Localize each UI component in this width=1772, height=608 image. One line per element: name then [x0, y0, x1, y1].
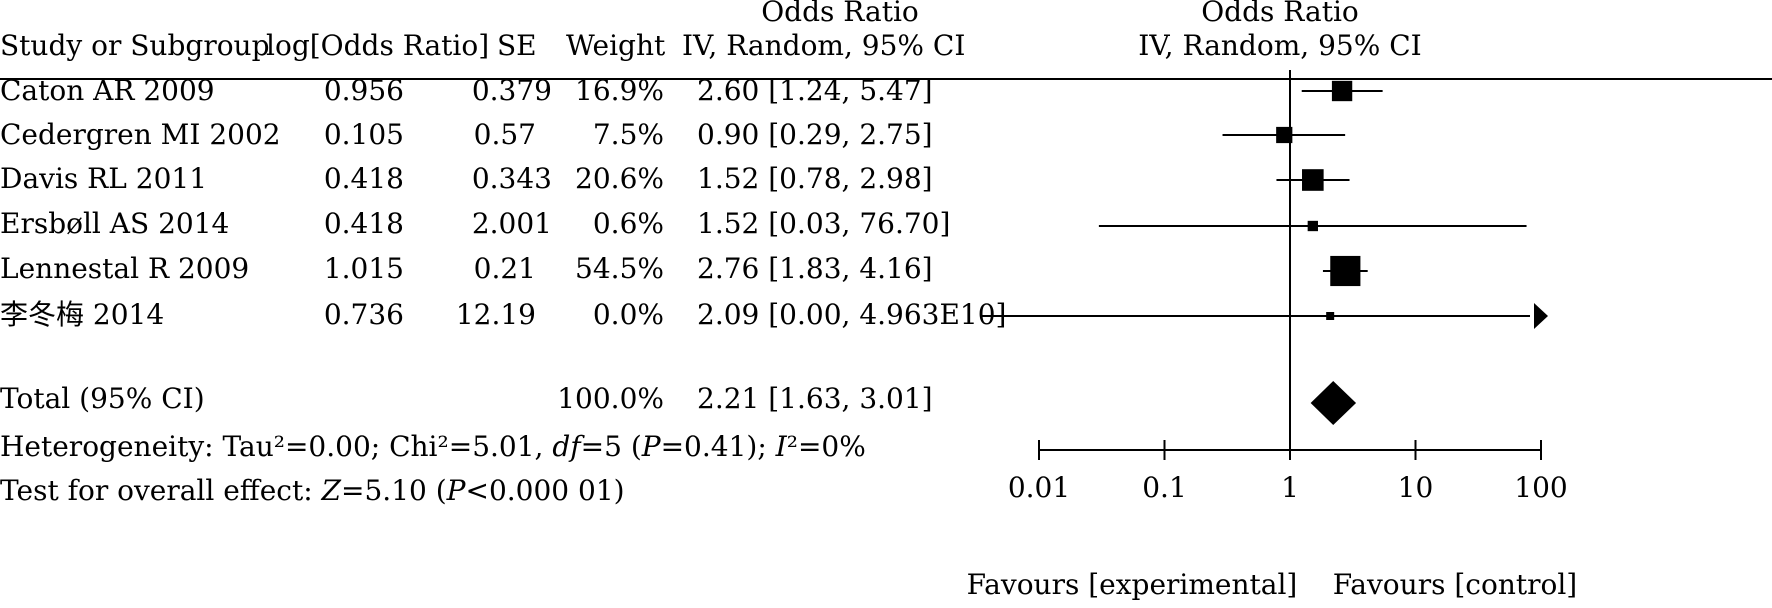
study-name: 李冬梅 2014 — [0, 298, 165, 331]
study-ci: 0.90 [0.29, 2.75] — [697, 118, 933, 151]
x-tick-label: 0.01 — [1008, 471, 1070, 504]
point-estimate — [1307, 220, 1318, 232]
study-weight: 54.5% — [575, 252, 664, 285]
study-name: Cedergren MI 2002 — [0, 118, 281, 151]
header-se: SE — [497, 29, 537, 62]
pooled-effect-diamond — [1310, 381, 1357, 425]
study-name: Ersbøll AS 2014 — [0, 207, 230, 240]
study-ci: 1.52 [0.03, 76.70] — [697, 207, 951, 240]
study-name: Davis RL 2011 — [0, 162, 208, 195]
study-weight: 20.6% — [575, 162, 664, 195]
study-logor: 0.736 — [323, 298, 404, 331]
heterogeneity-text: Heterogeneity: Tau²=0.00; Chi²=5.01, df=… — [0, 430, 866, 463]
header-weight: Weight — [566, 29, 666, 62]
total-ci: 2.21 [1.63, 3.01] — [697, 382, 933, 415]
study-ci: 2.76 [1.83, 4.16] — [697, 252, 933, 285]
header-or-method: IV, Random, 95% CI — [682, 29, 966, 62]
study-marks — [980, 80, 1548, 329]
header-study: Study or Subgroup — [0, 29, 270, 62]
total-name: Total (95% CI) — [0, 382, 205, 415]
header-plot-title: Odds Ratio — [1201, 0, 1359, 28]
point-estimate — [1330, 255, 1361, 287]
study-se: 0.379 — [471, 74, 552, 107]
study-se: 0.57 — [473, 118, 536, 151]
ci-overflow-arrow — [1534, 303, 1548, 329]
study-name: Lennestal R 2009 — [0, 252, 250, 285]
study-logor: 0.418 — [323, 162, 404, 195]
study-weight: 7.5% — [592, 118, 664, 151]
study-weight: 0.0% — [592, 298, 664, 331]
study-se: 12.19 — [455, 298, 536, 331]
study-se: 0.21 — [473, 252, 536, 285]
x-axis-ticks: 0.01 0.1 1 10 100 — [1008, 440, 1568, 504]
study-logor: 0.956 — [323, 74, 404, 107]
study-ci: 1.52 [0.78, 2.98] — [697, 162, 933, 195]
study-logor: 0.418 — [323, 207, 404, 240]
point-estimate — [1276, 126, 1293, 144]
study-name: Caton AR 2009 — [0, 74, 215, 107]
header-separator — [0, 78, 1772, 80]
x-tick-label: 10 — [1398, 471, 1434, 504]
study-weight: 0.6% — [592, 207, 664, 240]
x-tick-label: 1 — [1281, 471, 1299, 504]
study-weight: 16.9% — [575, 74, 664, 107]
point-estimate — [1331, 80, 1353, 102]
study-se: 2.001 — [471, 207, 552, 240]
total-weight: 100.0% — [557, 382, 664, 415]
favours-right-label: Favours [control] — [1333, 568, 1577, 601]
header-or-title: Odds Ratio — [761, 0, 919, 28]
point-estimate — [1302, 169, 1324, 191]
study-se: 0.343 — [471, 162, 552, 195]
favours-left-label: Favours [experimental] — [967, 568, 1298, 601]
study-logor: 1.015 — [323, 252, 404, 285]
study-ci: 2.60 [1.24, 5.47] — [697, 74, 933, 107]
point-estimate — [1326, 312, 1335, 320]
x-tick-label: 0.1 — [1142, 471, 1187, 504]
study-logor: 0.105 — [323, 118, 404, 151]
x-tick-label: 100 — [1514, 471, 1567, 504]
overall-effect-text: Test for overall effect: Z=5.10 (P<0.000… — [0, 474, 625, 507]
header-plot-method: IV, Random, 95% CI — [1138, 29, 1422, 62]
header-logor: log[Odds Ratio] — [266, 29, 490, 62]
study-ci: 2.09 [0.00, 4.963E10] — [697, 298, 1007, 331]
